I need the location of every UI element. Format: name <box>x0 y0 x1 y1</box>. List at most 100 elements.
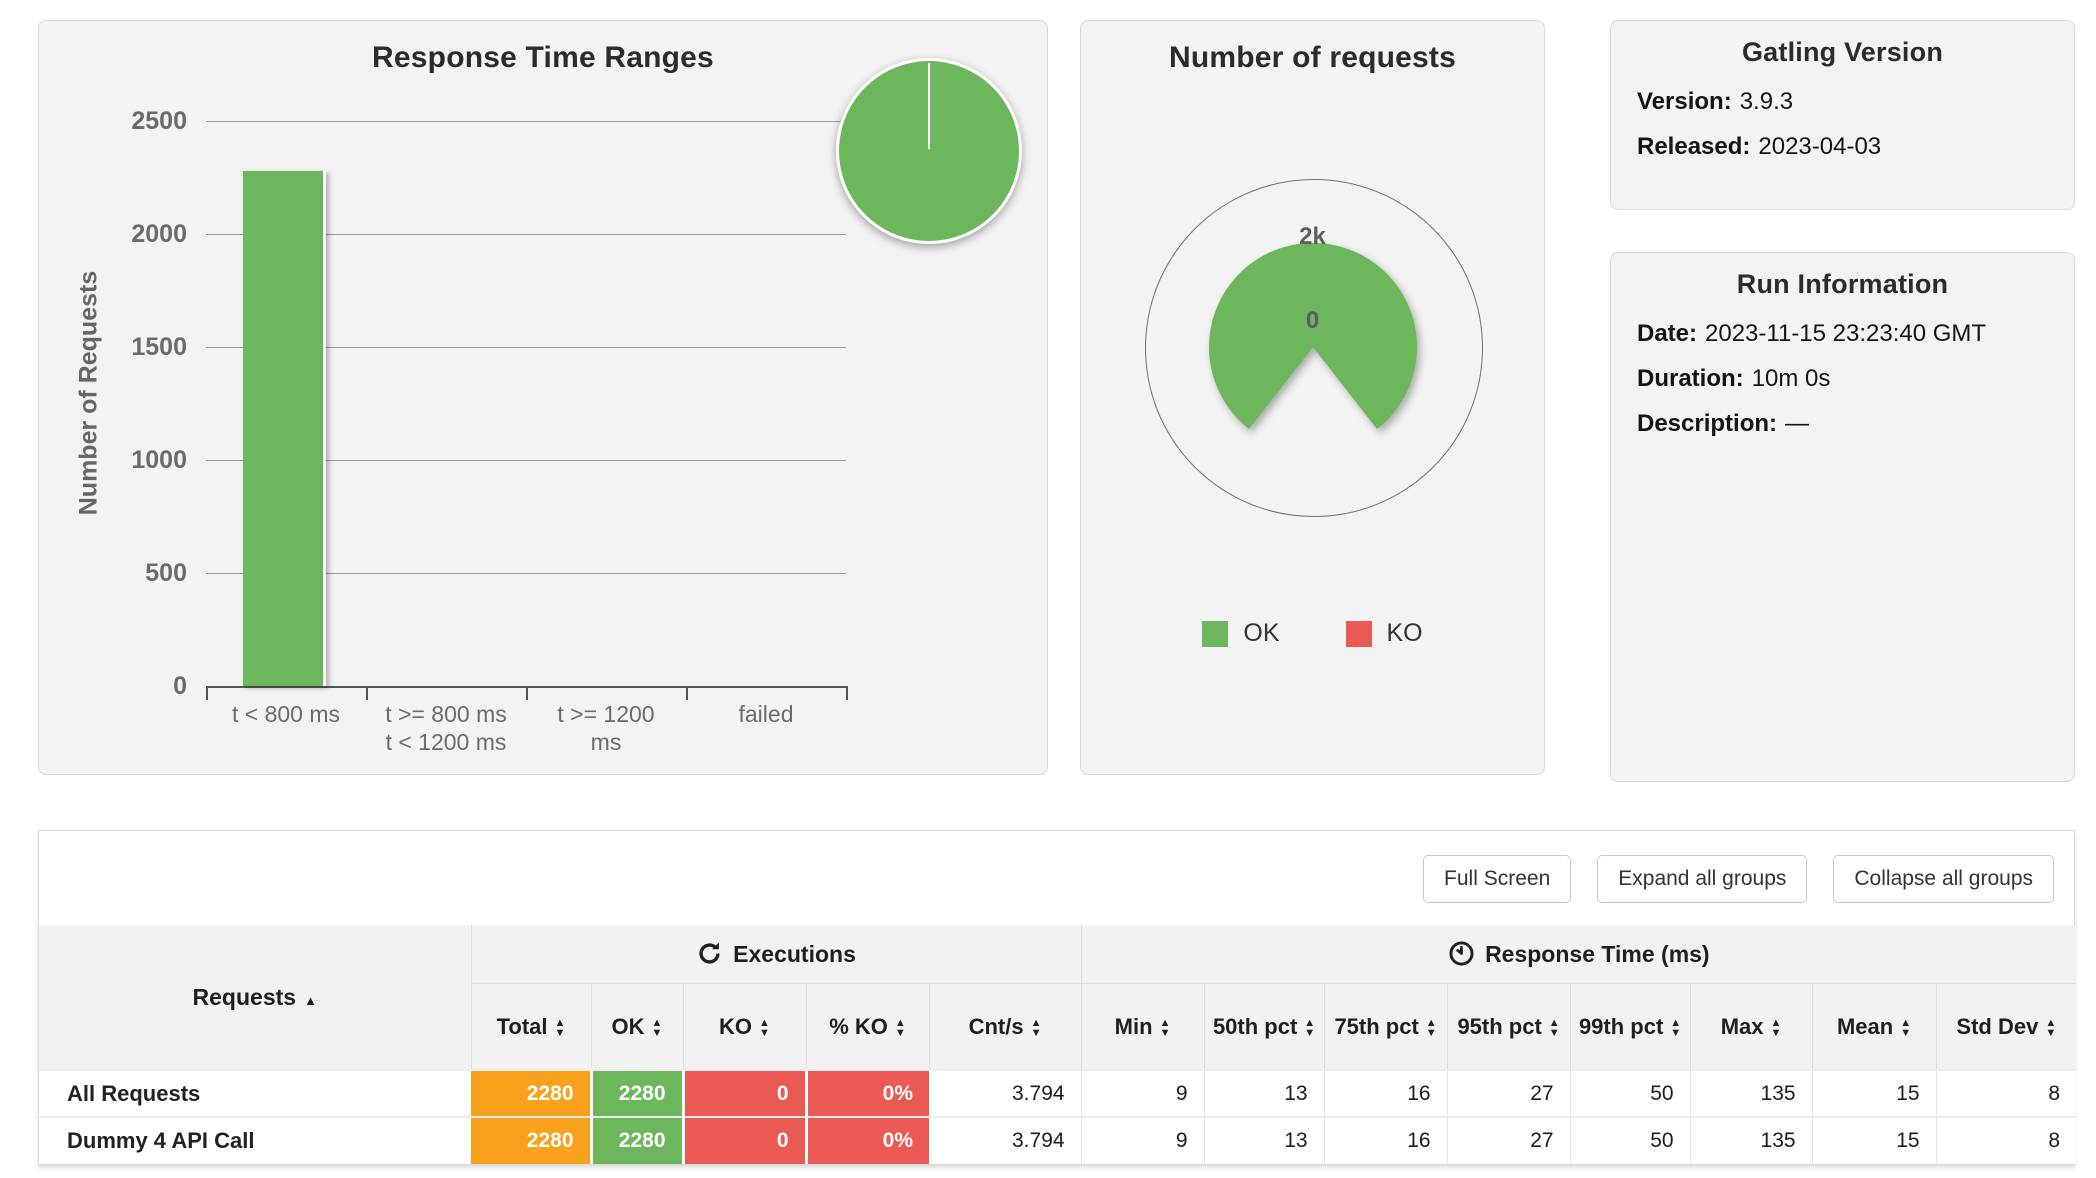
info-label: Released: <box>1637 133 1751 160</box>
info-row: Duration: 10m 0s <box>1637 365 2048 393</box>
gridline <box>206 573 846 574</box>
column-header-75th-pct[interactable]: 75th pct ▲ ▼ <box>1323 983 1448 1071</box>
stat-cell-ko: 0 <box>681 1116 806 1164</box>
info-label: Duration: <box>1637 365 1744 392</box>
x-axis-tick <box>686 686 688 700</box>
info-row: Released: 2023-04-03 <box>1637 133 2048 161</box>
stat-cell--ko: 0% <box>804 1069 929 1117</box>
column-header-50th-pct[interactable]: 50th pct ▲ ▼ <box>1203 983 1325 1071</box>
table-row: Dummy 4 API Call 2280 2280 0 0% 3.794 9 13 16 27 5… <box>39 1116 2077 1164</box>
column-header-ok[interactable]: OK ▲ ▼ <box>590 983 683 1071</box>
stat-cell-std-dev: 8 <box>1935 1069 2077 1117</box>
gridline <box>206 460 846 461</box>
sort-icon: ▲ ▼ <box>1159 1016 1171 1039</box>
x-axis-tick <box>846 686 848 700</box>
gridline <box>206 234 846 235</box>
run-information-panel: Run Information Date: 2023-11-15 23:23:40… <box>1610 252 2075 782</box>
response-time-ranges-panel: Response Time Ranges Number of Requests … <box>38 20 1048 775</box>
sort-icon: ▲ ▼ <box>554 1016 566 1039</box>
spinner-icon <box>699 942 720 964</box>
info-value: — <box>1785 410 1810 437</box>
x-axis-tick <box>206 686 208 700</box>
column-header-requests[interactable]: Requests ▲ <box>39 925 472 1071</box>
stat-cell-mean: 15 <box>1811 1116 1937 1164</box>
collapse-all-groups-button[interactable]: Collapse all groups <box>1833 855 2054 903</box>
info-value: 10m 0s <box>1751 365 1831 392</box>
bar-chart-plot: 2500 2000 1500 1000 500 0 t < 800 ms t >= 800 m… <box>39 21 1047 774</box>
pie-slice-divider <box>928 63 930 149</box>
sort-icon: ▲ ▼ <box>2045 1016 2057 1039</box>
column-header--ko[interactable]: % KO ▲ ▼ <box>805 983 929 1071</box>
y-tick-label: 1000 <box>131 446 187 474</box>
gridline <box>206 347 846 348</box>
column-header-cnt-s[interactable]: Cnt/s ▲ ▼ <box>928 983 1082 1071</box>
sort-icon: ▲ ▼ <box>1304 1016 1316 1039</box>
x-category-label: t < 800 ms <box>231 701 341 727</box>
stat-cell-50th-pct: 13 <box>1203 1116 1325 1164</box>
stat-cell--ko: 0% <box>804 1116 929 1164</box>
y-tick-label: 500 <box>145 559 187 587</box>
polar-outer-ring <box>1145 179 1483 517</box>
stat-cell-min: 9 <box>1080 1069 1205 1117</box>
bar-1 <box>243 170 326 686</box>
legend-swatch <box>1202 620 1229 647</box>
stat-cell-min: 9 <box>1080 1116 1205 1164</box>
stat-cell-75th-pct: 16 <box>1323 1069 1448 1117</box>
request-name[interactable]: All Requests <box>39 1069 471 1117</box>
panel-title: Gatling Version <box>1741 37 1944 67</box>
sort-icon: ▲ ▼ <box>894 1016 906 1039</box>
info-label: Description: <box>1637 410 1778 437</box>
legend-label: OK <box>1243 619 1280 647</box>
ring-label-center: 0 <box>1305 307 1320 334</box>
statistics-table: Requests ▲ Executions Response Time (ms) To… <box>39 925 2077 1164</box>
column-header-std-dev[interactable]: Std Dev ▲ ▼ <box>1935 983 2077 1071</box>
legend-item-ok[interactable]: OK <box>1202 619 1280 648</box>
stat-cell-cnt-s: 3.794 <box>929 1069 1082 1117</box>
stat-cell-cnt-s: 3.794 <box>929 1116 1082 1164</box>
ok-requests-wedge <box>1209 243 1417 451</box>
column-header-ko[interactable]: KO ▲ ▼ <box>682 983 806 1071</box>
column-header-total[interactable]: Total ▲ ▼ <box>470 983 591 1071</box>
legend-swatch <box>1345 620 1372 647</box>
stat-cell-mean: 15 <box>1811 1069 1937 1117</box>
info-row: Description: — <box>1637 410 2048 438</box>
clock-icon <box>1449 941 1474 966</box>
chart-title: Number of requests <box>1169 41 1456 74</box>
column-header-99th-pct[interactable]: 99th pct ▲ ▼ <box>1569 983 1691 1071</box>
sort-asc-icon: ▲ <box>304 992 317 1008</box>
y-tick-label: 1500 <box>131 333 187 361</box>
x-axis-tick <box>366 686 368 700</box>
info-label: Version: <box>1637 88 1732 115</box>
column-header-95th-pct[interactable]: 95th pct ▲ ▼ <box>1446 983 1571 1071</box>
legend-label: KO <box>1386 619 1423 647</box>
sort-icon: ▲ ▼ <box>1425 1016 1437 1039</box>
ring-label-outer: 2k <box>1299 223 1326 250</box>
info-value: 2023-11-15 23:23:40 GMT <box>1705 320 1987 347</box>
stat-cell-total: 2280 <box>471 1116 591 1164</box>
gridline <box>206 121 846 122</box>
x-axis-tick <box>526 686 528 700</box>
info-row: Version: 3.9.3 <box>1637 88 2048 116</box>
sort-icon: ▲ ▼ <box>759 1016 770 1039</box>
x-category-label: t >= 1200 ms <box>557 701 655 755</box>
info-value: 2023-04-03 <box>1758 133 1882 160</box>
expand-all-groups-button[interactable]: Expand all groups <box>1597 855 1808 903</box>
y-tick-label: 2000 <box>131 220 187 248</box>
column-header-mean[interactable]: Mean ▲ ▼ <box>1811 983 1937 1071</box>
gatling-version-panel: Gatling Version Version: 3.9.3 Released: 20… <box>1610 20 2075 210</box>
run-info-rows: Date: 2023-11-15 23:23:40 GMT Duration: 10m… <box>1611 300 2074 438</box>
chart-title: Response Time Ranges <box>372 41 714 74</box>
stat-cell-std-dev: 8 <box>1935 1116 2077 1164</box>
ok-ratio-pie-chart <box>836 58 1022 244</box>
stat-cell-95th-pct: 27 <box>1446 1116 1571 1164</box>
legend-item-ko[interactable]: KO <box>1345 619 1423 648</box>
request-name[interactable]: Dummy 4 API Call <box>39 1116 471 1164</box>
info-label: Date: <box>1637 320 1698 347</box>
x-category-label: failed <box>738 701 794 727</box>
number-of-requests-panel: Number of requests 2k 0 OK KO <box>1080 20 1545 775</box>
full-screen-button[interactable]: Full Screen <box>1423 855 1572 903</box>
sort-icon: ▲ ▼ <box>1548 1016 1560 1039</box>
column-header-min[interactable]: Min ▲ ▼ <box>1080 983 1205 1071</box>
sort-icon: ▲ ▼ <box>651 1016 663 1039</box>
column-header-max[interactable]: Max ▲ ▼ <box>1689 983 1813 1071</box>
